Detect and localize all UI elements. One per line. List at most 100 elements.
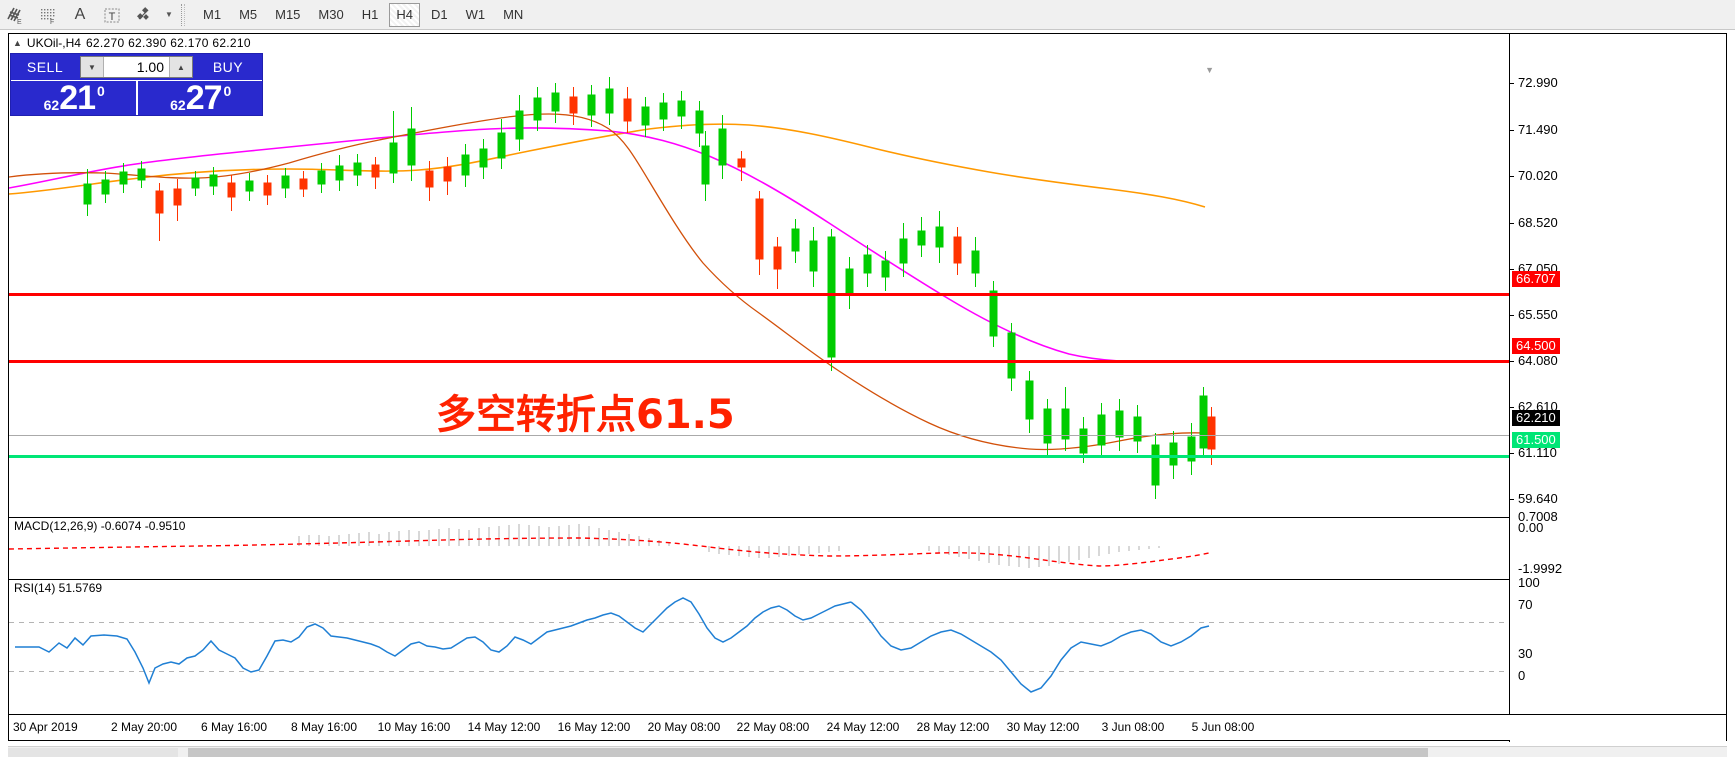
price-axis[interactable]: 72.990 71.490 70.020 68.520 67.050 66.707 65.5… [1509,34,1726,742]
price-marker-64-500: 64.500 [1512,338,1560,354]
macd-pane[interactable]: MACD(12,26,9) -0.6074 -0.9510 [9,518,1511,578]
symbol-info-bar: ▲ UKOil-,H4 62.270 62.390 62.170 62.210 [9,34,1726,51]
buy-price-pip: 0 [223,83,232,99]
current-price-line [9,435,1511,436]
macd-histogram [298,524,1160,568]
rsi-line-continued [850,601,1210,693]
objects-icon[interactable] [128,1,160,29]
ohlc-values: 62.270 62.390 62.170 62.210 [85,35,251,50]
time-label: 20 May 08:00 [647,720,721,734]
macd-axis-label-07008: 0.7008 [1518,509,1558,524]
time-label: 6 May 16:00 [200,720,268,734]
price-marker-61-500: 61.500 [1512,432,1560,448]
grid-icon[interactable]: F [32,1,64,29]
price-tick [1510,223,1514,224]
macd-chart-svg [9,524,1210,568]
price-label-59-640: 59.640 [1518,491,1558,506]
time-label: 22 May 08:00 [736,720,810,734]
macd-pane-top-border [9,517,1511,518]
timeframe-m15[interactable]: M15 [275,7,301,22]
price-label-68-520: 68.520 [1518,215,1558,230]
resistance-line-66707 [9,293,1511,296]
chart-annotation-text: 多空转折点61.5 [436,392,735,438]
timeframe-d1[interactable]: D1 [430,7,448,22]
time-label: 24 May 12:00 [826,720,900,734]
scroll-track-left[interactable] [8,748,178,757]
rsi-axis-label-100: 100 [1518,575,1540,590]
buy-price-leading: 62 [170,97,186,113]
sell-price-main: 21 [59,80,96,115]
timeframe-mn[interactable]: MN [503,7,524,22]
collapse-triangle-icon[interactable]: ▲ [13,37,22,48]
price-tick [1510,361,1514,362]
time-label: 8 May 16:00 [290,720,358,734]
time-label: 14 May 12:00 [467,720,541,734]
price-tick [1510,83,1514,84]
macd-signal-line [9,537,1210,567]
timeframe-h4[interactable]: H4 [389,2,420,27]
one-click-trading-panel: SELL ▼ 1.00 ▲ BUY 62 21 0 62 27 0 [10,53,263,116]
macd-indicator-label: MACD(12,26,9) -0.6074 -0.9510 [14,519,186,533]
timeframe-m5[interactable]: M5 [239,7,258,22]
volume-input[interactable]: 1.00 [104,57,169,77]
timeframe-m30[interactable]: M30 [318,7,344,22]
toolbar-separator [181,3,185,26]
text-label-icon[interactable]: T [96,1,128,29]
price-tick [1510,315,1514,316]
order-panel-prices: 62 21 0 62 27 0 [11,80,262,115]
volume-stepper[interactable]: ▼ 1.00 ▲ [80,56,193,78]
timeframe-h1[interactable]: H1 [361,7,379,22]
buy-button[interactable]: BUY [212,59,244,75]
volume-decrease-icon[interactable]: ▼ [81,57,104,77]
price-tick [1510,453,1514,454]
price-tick [1510,176,1514,177]
time-label: 28 May 12:00 [916,720,990,734]
rsi-oversold-guide [9,671,1511,672]
timeframe-m1[interactable]: M1 [203,7,222,22]
indicators-icon[interactable]: E [0,1,32,29]
price-chart-svg [9,77,1216,499]
rsi-line [15,597,852,686]
rsi-pane-top-border [9,579,1511,580]
scroll-thumb[interactable] [188,748,1428,757]
ma-fast-line [9,113,1206,451]
time-label: 5 Jun 08:00 [1191,720,1255,734]
ma-slow-line [9,123,1206,208]
chart-window: ▲ UKOil-,H4 62.270 62.390 62.170 62.210 … [8,33,1727,742]
price-marker-66-707: 66.707 [1512,271,1560,287]
time-label: 3 Jun 08:00 [1101,720,1165,734]
time-axis[interactable]: 30 Apr 2019 2 May 20:00 6 May 16:00 8 May 1… [9,714,1726,740]
timeframe-w1[interactable]: W1 [465,7,486,22]
volume-increase-icon[interactable]: ▲ [169,57,192,77]
pane-collapse-icon[interactable]: ▼ [1205,65,1214,75]
sell-price-leading: 62 [43,97,60,113]
svg-text:E: E [17,19,22,25]
price-label-71-490: 71.490 [1518,122,1558,137]
candlestick-series [83,77,1216,499]
chevron-down-icon[interactable]: ▼ [165,10,173,19]
horizontal-scrollbar[interactable] [8,746,1727,757]
rsi-axis-label-70: 70 [1518,597,1533,612]
svg-text:F: F [50,19,54,25]
symbol-label: UKOil-,H4 [26,35,81,50]
time-label: 16 May 12:00 [557,720,631,734]
rsi-axis-label-0: 0 [1518,668,1526,683]
sell-price[interactable]: 62 21 0 [11,80,136,115]
timeframe-group: M1 M5 M15 M30 H1 H4 D1 W1 MN [194,2,532,27]
price-tick [1510,407,1514,408]
macd-axis-label-19992: -1.9992 [1518,561,1563,576]
buy-price[interactable]: 62 27 0 [135,80,263,115]
price-pane[interactable] [9,51,1511,517]
price-tick [1510,499,1514,500]
rsi-chart-svg [15,597,852,686]
price-tick [1510,269,1514,270]
sell-button[interactable]: SELL [26,59,64,75]
resistance-line-64500 [9,360,1511,363]
rsi-axis-label-30: 30 [1518,646,1533,661]
rsi-pane[interactable]: RSI(14) 51.5769 [9,580,1511,715]
support-line-61500 [9,455,1511,458]
time-label: 10 May 16:00 [377,720,451,734]
time-label: 30 Apr 2019 [13,720,78,734]
time-label: 30 May 12:00 [1006,720,1080,734]
text-tool-icon[interactable]: A [74,5,86,23]
